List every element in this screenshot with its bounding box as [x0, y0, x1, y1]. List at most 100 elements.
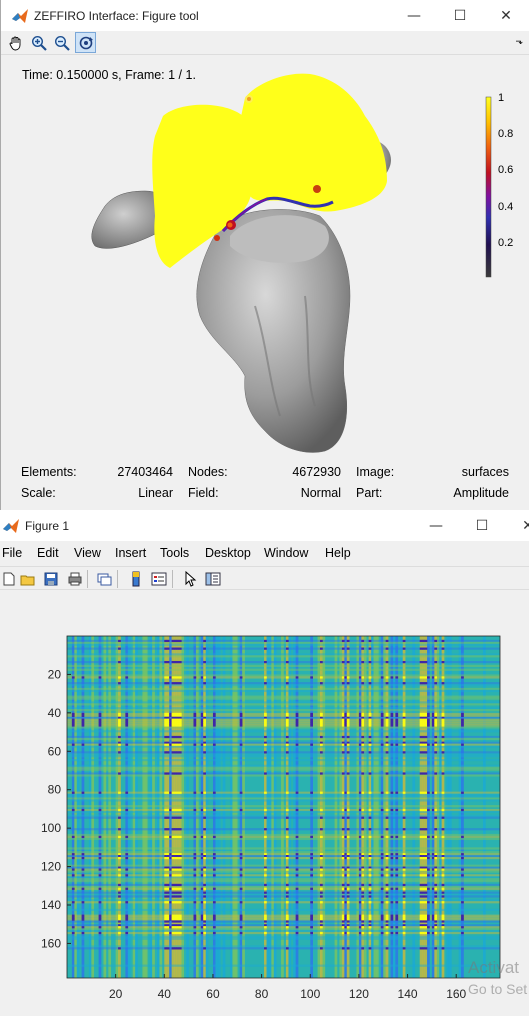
heatmap-row — [67, 791, 500, 794]
heatmap-cell — [193, 743, 197, 746]
heatmap-column — [222, 636, 226, 978]
menu-desktop[interactable]: Desktop — [205, 546, 251, 560]
link-icon[interactable] — [93, 568, 114, 589]
heatmap-cell — [341, 714, 345, 717]
zoom-out-icon[interactable] — [51, 32, 72, 53]
heatmap-cell — [285, 883, 289, 887]
heatmap-cell — [368, 716, 372, 719]
heatmap-cell — [402, 712, 406, 716]
heatmap-cell — [171, 718, 175, 721]
open-icon[interactable] — [17, 568, 38, 589]
brain-surface-render[interactable] — [5, 56, 528, 461]
heatmap-cell — [164, 647, 168, 650]
heatmap-cell — [434, 901, 438, 904]
heatmap-cell — [118, 712, 121, 716]
heatmap-cell — [310, 918, 313, 921]
heatmap-cell — [176, 835, 180, 839]
title-bar[interactable]: ZEFFIRO Interface: Figure tool — ☐ ✕ — [1, 0, 529, 31]
heatmap-cell — [193, 720, 197, 723]
heatmap-cell — [166, 883, 170, 887]
heatmap-cell — [319, 874, 323, 877]
heatmap-cell — [81, 743, 85, 746]
menu-file[interactable]: File — [2, 546, 23, 560]
heatmap-cell — [285, 772, 289, 775]
heatmap-cell — [174, 895, 177, 898]
heatmap-cell — [319, 712, 323, 716]
heatmap-cell — [295, 926, 299, 929]
heatmap-cell — [285, 791, 289, 794]
zoom-in-icon[interactable] — [28, 32, 49, 53]
maximize-button[interactable]: ☐ — [475, 517, 489, 534]
save-icon[interactable] — [40, 568, 61, 589]
heatmap-cell — [361, 920, 365, 923]
heatmap-cell — [166, 718, 170, 721]
heatmap-cell — [361, 743, 365, 746]
menu-view[interactable]: View — [74, 546, 101, 560]
heatmap-cell — [368, 947, 372, 950]
heatmap-cell — [419, 868, 423, 871]
menu-window[interactable]: Window — [264, 546, 309, 560]
heatmap-cell — [285, 835, 289, 839]
heatmap-cell — [461, 712, 464, 716]
figure-canvas[interactable]: Time: 0.150000 s, Frame: 1 / 1. — [5, 56, 528, 510]
menu-tools[interactable]: Tools — [160, 546, 190, 560]
close-button[interactable]: ✕ — [522, 517, 529, 534]
heatmap-cell — [424, 868, 428, 871]
heatmap-column — [118, 636, 121, 978]
heatmap-cell — [118, 720, 121, 723]
heatmap-cell — [310, 720, 313, 723]
heatmap-cell — [310, 931, 313, 935]
minimize-button[interactable]: — — [429, 517, 443, 534]
print-icon[interactable] — [64, 568, 85, 589]
heatmap-cell — [295, 791, 299, 794]
heatmap-cell — [385, 874, 389, 877]
minimize-button[interactable]: — — [407, 7, 421, 24]
heatmap-cell — [171, 916, 175, 919]
heatmap-cell — [346, 743, 350, 746]
heatmap-cell — [361, 924, 365, 927]
heatmap-cell — [178, 682, 182, 685]
colorbar-icon[interactable] — [125, 568, 146, 589]
heatmap-cell — [427, 720, 430, 723]
heatmap-cell — [178, 924, 182, 927]
heatmap-cell — [346, 947, 350, 950]
heatmap-cell — [358, 720, 362, 723]
menu-edit[interactable]: Edit — [37, 546, 59, 560]
heatmap-cell — [176, 887, 180, 890]
heatmap-cell — [166, 828, 170, 831]
heatmap-cell — [441, 947, 445, 950]
toolbar-overflow-icon[interactable]: ⬎ — [515, 37, 523, 47]
heatmap-plot-area[interactable]: 20 40 60 80 100 120 140 160 20 40 60 80 100 120 140 160… — [0, 591, 529, 1013]
legend-icon[interactable] — [148, 568, 169, 589]
heatmap-cell — [125, 926, 129, 929]
property-editor-icon[interactable] — [202, 568, 223, 589]
heatmap-cell — [341, 931, 345, 935]
new-figure-icon[interactable] — [0, 568, 19, 589]
rotate-3d-icon[interactable] — [75, 32, 96, 53]
menu-help[interactable]: Help — [325, 546, 351, 560]
maximize-button[interactable]: ☐ — [453, 7, 467, 24]
heatmap-cell — [171, 874, 175, 877]
heatmap-cell — [310, 718, 313, 721]
heatmap-cell — [422, 682, 425, 685]
heatmap-cell — [264, 868, 267, 871]
heatmap-cell — [166, 853, 170, 856]
heatmap-cell — [176, 682, 180, 685]
hand-pan-icon[interactable] — [5, 32, 26, 53]
pointer-icon[interactable] — [179, 568, 200, 589]
heatmap-cell — [461, 743, 464, 746]
title-bar[interactable]: Figure 1 — ☐ ✕ — [0, 510, 529, 541]
heatmap-cell — [419, 895, 423, 898]
heatmap-column — [239, 636, 243, 978]
heatmap-cell — [171, 895, 175, 898]
heatmap-cell — [118, 853, 121, 856]
menu-insert[interactable]: Insert — [115, 546, 147, 560]
heatmap-cell — [380, 914, 384, 917]
heatmap-cell — [174, 724, 177, 727]
heatmap-cell — [164, 891, 168, 894]
heatmap-cell — [174, 947, 177, 950]
heatmap-cell — [285, 901, 289, 904]
heatmap-cell — [118, 743, 121, 746]
close-button[interactable]: ✕ — [500, 7, 512, 24]
